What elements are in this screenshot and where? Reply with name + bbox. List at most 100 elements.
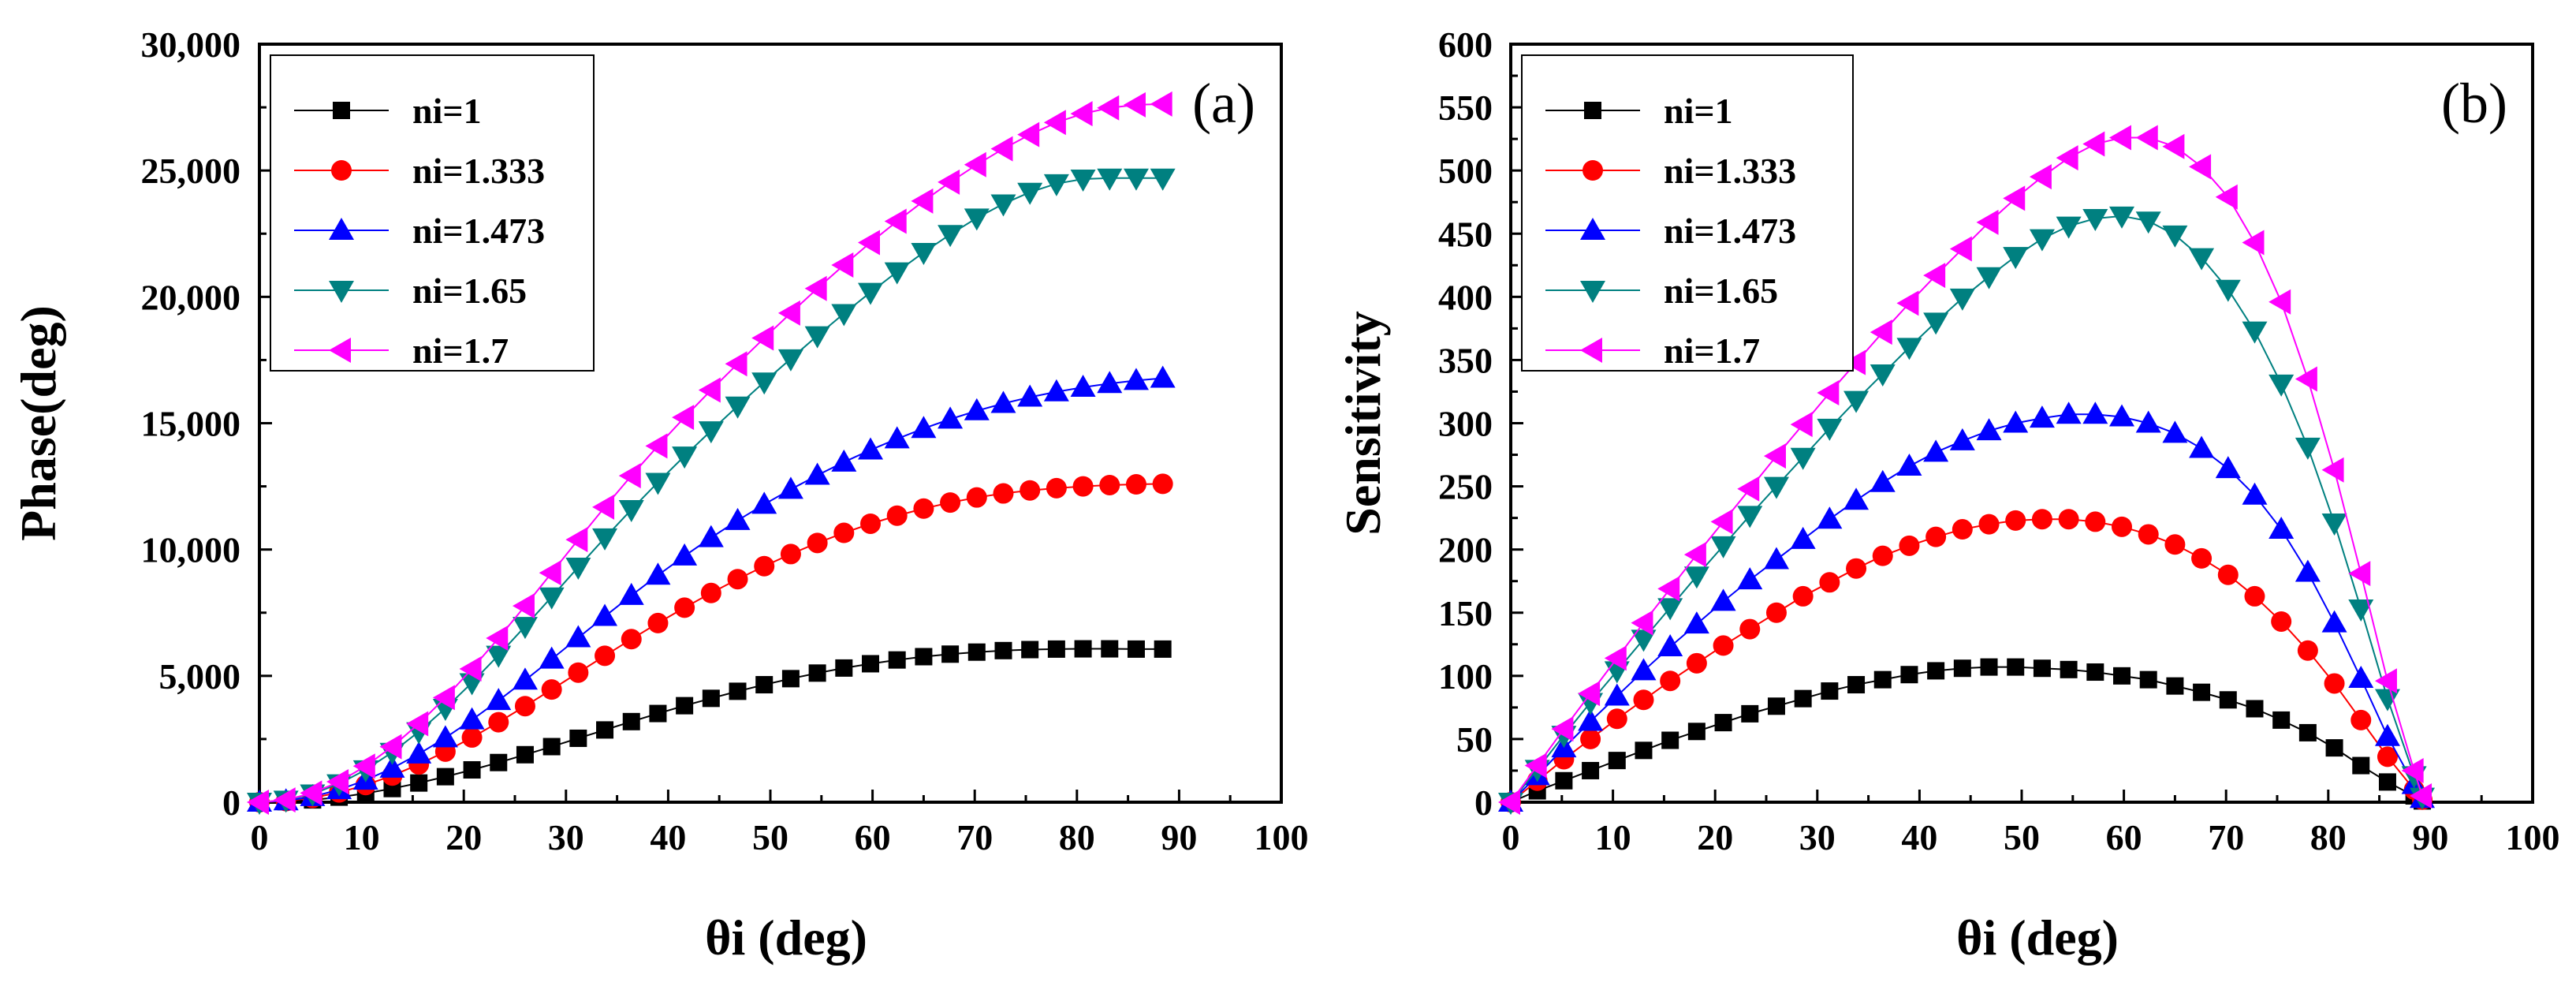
data-point bbox=[1794, 689, 1812, 708]
data-point bbox=[649, 704, 667, 723]
data-point bbox=[1125, 474, 1146, 495]
data-point bbox=[702, 689, 720, 708]
data-point bbox=[808, 664, 826, 682]
data-point bbox=[2374, 668, 2397, 694]
data-point bbox=[1765, 602, 1787, 623]
data-point bbox=[565, 527, 588, 553]
data-point bbox=[406, 741, 432, 764]
legend-label: ni=1.65 bbox=[1664, 271, 1778, 311]
data-point bbox=[911, 416, 937, 439]
data-point bbox=[993, 483, 1014, 504]
data-point bbox=[994, 641, 1012, 659]
data-point bbox=[645, 433, 668, 459]
data-point bbox=[2246, 700, 2264, 718]
data-point bbox=[858, 282, 884, 305]
data-point bbox=[1686, 652, 1707, 674]
data-point bbox=[1154, 640, 1172, 658]
x-tick-label: 20 bbox=[445, 817, 482, 857]
data-point bbox=[1713, 635, 1734, 656]
data-point bbox=[2193, 683, 2211, 701]
data-point bbox=[1790, 412, 1813, 438]
data-point bbox=[1097, 371, 1123, 394]
series-line bbox=[1510, 666, 2423, 803]
y-tick-label: 150 bbox=[1438, 593, 1493, 633]
legend: ni=1 ni=1.333 ni=1.473 ni=1.65 ni=1.7 bbox=[1521, 54, 1854, 372]
x-tick-label: 10 bbox=[1595, 817, 1631, 857]
data-point bbox=[1872, 545, 1893, 566]
data-point bbox=[2401, 757, 2424, 783]
data-point bbox=[781, 670, 800, 688]
data-point bbox=[2352, 756, 2370, 775]
data-point bbox=[780, 543, 801, 565]
data-point bbox=[1635, 741, 1653, 760]
data-point bbox=[1127, 640, 1145, 658]
data-point bbox=[1043, 379, 1069, 401]
data-point bbox=[1737, 476, 1760, 502]
data-point bbox=[1899, 535, 1920, 556]
y-tick-label: 550 bbox=[1438, 88, 1493, 128]
data-point bbox=[1949, 288, 1975, 311]
data-point bbox=[1817, 506, 1843, 529]
data-point bbox=[2166, 677, 2184, 695]
data-point bbox=[459, 655, 482, 682]
data-point bbox=[596, 721, 614, 739]
data-point bbox=[938, 169, 960, 195]
data-point bbox=[2215, 279, 2241, 302]
data-point bbox=[512, 593, 535, 619]
data-point bbox=[2321, 457, 2344, 483]
data-point bbox=[2113, 667, 2131, 685]
y-tick-label: 200 bbox=[1438, 530, 1493, 570]
data-point bbox=[379, 755, 405, 778]
legend-label: ni=1.333 bbox=[412, 151, 545, 191]
data-point bbox=[1582, 761, 1600, 779]
data-point bbox=[1099, 474, 1120, 495]
data-point bbox=[2162, 225, 2188, 248]
data-point bbox=[2295, 437, 2321, 460]
x-tick-label: 30 bbox=[548, 817, 584, 857]
data-point bbox=[1123, 92, 1146, 118]
y-tick-label: 100 bbox=[1438, 656, 1493, 697]
data-point bbox=[700, 582, 721, 603]
x-tick-label: 80 bbox=[1059, 817, 1095, 857]
data-point bbox=[1152, 473, 1173, 495]
data-point bbox=[835, 659, 853, 677]
data-point bbox=[2189, 248, 2215, 271]
data-point bbox=[1846, 558, 1867, 579]
data-point bbox=[647, 612, 669, 633]
data-point bbox=[461, 726, 483, 748]
data-point bbox=[888, 651, 906, 669]
data-point bbox=[858, 230, 881, 256]
data-point bbox=[1633, 689, 1654, 711]
data-point bbox=[1657, 598, 1683, 621]
data-point bbox=[2378, 773, 2396, 791]
y-tick-label: 0 bbox=[222, 782, 240, 823]
data-point bbox=[2189, 435, 2215, 458]
data-point bbox=[754, 555, 775, 577]
data-point bbox=[990, 390, 1016, 413]
data-point bbox=[2348, 561, 2371, 587]
data-point bbox=[698, 377, 721, 403]
data-point bbox=[2215, 184, 2238, 210]
data-point bbox=[2082, 131, 2105, 157]
data-point bbox=[755, 676, 774, 694]
data-point bbox=[2191, 547, 2213, 569]
data-point bbox=[2242, 482, 2268, 505]
data-point bbox=[300, 780, 322, 806]
data-point bbox=[1896, 338, 1922, 360]
legend-box bbox=[270, 54, 595, 372]
data-point bbox=[432, 725, 458, 748]
data-point bbox=[941, 645, 960, 663]
data-point bbox=[967, 643, 986, 661]
data-point bbox=[273, 787, 296, 813]
data-point bbox=[676, 697, 694, 715]
data-point bbox=[1847, 676, 1866, 694]
data-point bbox=[1952, 519, 1973, 540]
data-point bbox=[1949, 428, 1975, 450]
data-point bbox=[490, 753, 508, 771]
series-ni-1-7 bbox=[247, 91, 1172, 815]
data-point bbox=[1017, 182, 1043, 205]
data-point bbox=[352, 753, 375, 779]
legend-box bbox=[1521, 54, 1854, 372]
data-point bbox=[645, 472, 671, 495]
data-point bbox=[2242, 321, 2268, 344]
